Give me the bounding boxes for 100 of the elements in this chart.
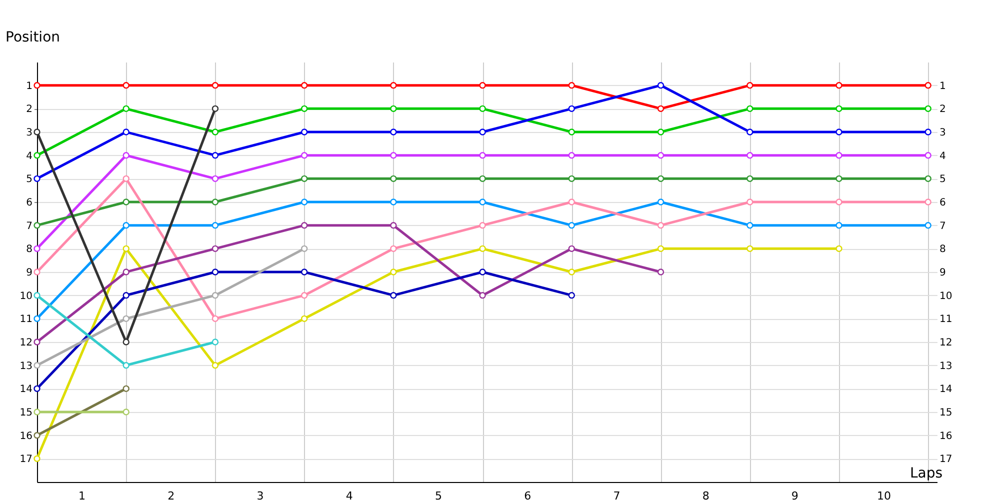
point [568, 222, 575, 229]
point [657, 175, 664, 182]
point [122, 245, 130, 252]
point [300, 105, 308, 112]
y-tick-label: 6 [26, 198, 32, 208]
point [300, 175, 308, 182]
point [836, 198, 842, 206]
point [390, 82, 397, 89]
point [924, 222, 932, 229]
point [657, 222, 664, 229]
y-tick-label: 16 [20, 430, 32, 442]
point [212, 338, 219, 346]
point [479, 292, 486, 299]
point [300, 128, 308, 136]
point [300, 315, 308, 322]
y2-tick-label: 9 [940, 268, 946, 278]
y-tick-label: 1 [26, 80, 32, 92]
point [122, 175, 130, 182]
point [300, 222, 308, 229]
point [300, 292, 308, 299]
y-axis-title: Position [6, 30, 60, 46]
point [568, 175, 575, 182]
y2-tick-label: 11 [940, 314, 952, 326]
y2-tick-label: 4 [940, 150, 946, 162]
point [657, 152, 664, 159]
point [746, 152, 754, 159]
y2-tick-label: 16 [940, 430, 952, 442]
point [746, 175, 754, 182]
point [34, 338, 40, 346]
y2-tick-label: 1 [940, 80, 946, 92]
point [568, 105, 575, 112]
y2-tick-label: 12 [940, 338, 952, 348]
x-tick-label: 3 [256, 490, 264, 500]
point [122, 385, 130, 392]
y2-tick-label: 7 [940, 220, 946, 232]
point [122, 105, 130, 112]
point [122, 222, 130, 229]
point [836, 128, 842, 136]
point [300, 152, 308, 159]
y-tick-label: 13 [20, 360, 32, 372]
point [122, 268, 130, 276]
point [924, 152, 932, 159]
point [390, 152, 397, 159]
y2-tick-label: 3 [940, 128, 946, 138]
point [479, 128, 486, 136]
point [390, 105, 397, 112]
point [34, 82, 40, 89]
point [836, 152, 842, 159]
y-tick-label: 12 [20, 338, 32, 348]
point [924, 105, 932, 112]
point [34, 315, 40, 322]
point [212, 152, 219, 159]
x-tick-label: 2 [168, 490, 175, 500]
point [657, 268, 664, 276]
x-axis-title: Laps [910, 466, 942, 482]
point [568, 128, 575, 136]
point [479, 268, 486, 276]
point [122, 362, 130, 369]
point [568, 268, 575, 276]
y2-tick-label: 15 [940, 408, 952, 418]
point [568, 152, 575, 159]
point [568, 245, 575, 252]
point [34, 175, 40, 182]
y-tick-label: 11 [20, 314, 32, 326]
y2-tick-label: 17 [940, 454, 952, 466]
point [212, 315, 219, 322]
point [924, 82, 932, 89]
x-tick-label: 9 [791, 490, 798, 500]
point [568, 198, 575, 206]
y-tick-label: 9 [26, 268, 32, 278]
point [212, 105, 219, 112]
point [746, 198, 754, 206]
point [300, 198, 308, 206]
point [122, 152, 130, 159]
point [836, 105, 842, 112]
point [212, 198, 219, 206]
point [657, 105, 664, 112]
point [122, 315, 130, 322]
y-tick-label: 10 [20, 290, 32, 302]
point [34, 408, 40, 416]
x-tick-label: 10 [877, 490, 892, 500]
y-tick-label: 14 [20, 384, 32, 396]
point [479, 175, 486, 182]
point [836, 82, 842, 89]
point [212, 268, 219, 276]
x-tick-label: 6 [524, 490, 532, 500]
point [479, 105, 486, 112]
y-tick-label: 8 [26, 244, 32, 256]
point [746, 222, 754, 229]
point [34, 128, 40, 136]
y-tick-label: 7 [26, 220, 32, 232]
point [34, 385, 40, 392]
point [657, 128, 664, 136]
y2-tick-label: 8 [940, 244, 946, 256]
point [924, 128, 932, 136]
point [34, 455, 40, 462]
y2-tick-label: 13 [940, 360, 952, 372]
x-tick-label: 4 [346, 490, 353, 500]
y2-tick-label: 6 [940, 198, 946, 208]
x-tick-label: 7 [613, 490, 620, 500]
